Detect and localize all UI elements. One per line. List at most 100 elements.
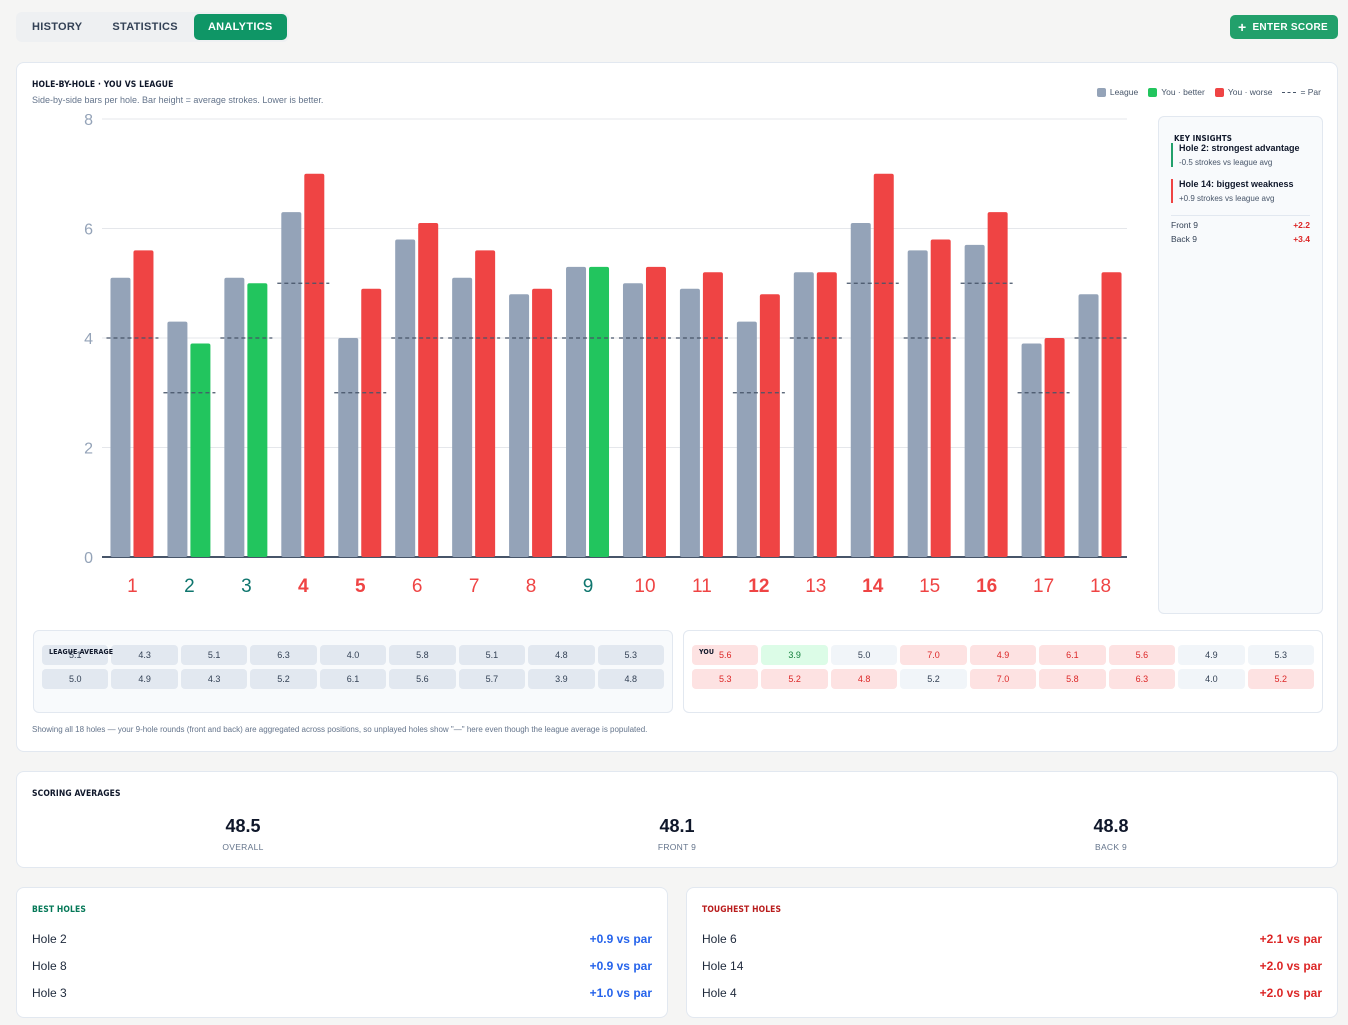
league-bar xyxy=(224,277,245,557)
you-cell: 5.2 xyxy=(1247,669,1314,689)
insight-weakness: Hole 14: biggest weakness +0.9 strokes v… xyxy=(1171,179,1310,203)
league-cell: 5.1 xyxy=(180,645,248,665)
league-bar xyxy=(736,321,757,557)
league-bar xyxy=(679,288,700,557)
legend-league: League xyxy=(1096,87,1138,97)
you-bar xyxy=(645,266,666,557)
tough-hole-row: Hole 6 +2.1 vs par xyxy=(702,932,1322,946)
enter-score-button[interactable]: + ENTER SCORE xyxy=(1229,15,1338,39)
you-cell: 6.1 xyxy=(1039,645,1106,665)
hole-label: 17 xyxy=(1033,576,1054,597)
y-tick-label: 6 xyxy=(84,222,93,239)
league-bar xyxy=(167,321,188,557)
you-bar xyxy=(589,266,610,557)
tab-history[interactable]: HISTORY xyxy=(32,21,83,33)
you-table-title: YOU xyxy=(699,648,715,656)
league-bar xyxy=(850,223,871,557)
you-bar xyxy=(418,223,439,557)
you-cell: 5.6 xyxy=(692,645,759,665)
league-cell: 4.3 xyxy=(180,669,248,689)
league-bar xyxy=(110,277,131,557)
league-cell: 6.3 xyxy=(250,645,317,665)
you-cell: 5.8 xyxy=(1039,669,1106,689)
y-tick-label: 2 xyxy=(84,441,93,458)
league-cell: 5.0 xyxy=(42,669,109,689)
league-cell: 4.3 xyxy=(111,645,178,665)
chart-legend: League You · better You · worse = Par xyxy=(1096,87,1321,97)
best-holes-title: BEST HOLES xyxy=(32,905,86,915)
league-cell: 5.1 xyxy=(458,645,526,665)
tab-analytics[interactable]: ANALYTICS xyxy=(193,14,287,40)
league-bar xyxy=(338,338,359,557)
league-bar xyxy=(395,239,416,557)
league-bar xyxy=(281,212,302,557)
best-hole-row: Hole 8 +0.9 vs par xyxy=(32,959,652,973)
league-cell: 4.0 xyxy=(319,645,387,665)
y-tick-label: 4 xyxy=(84,331,93,348)
overall-average: 48.5 OVERALL xyxy=(222,816,264,852)
hole-label: 5 xyxy=(355,576,366,597)
league-cell: 5.1 xyxy=(42,645,109,665)
enter-score-label: ENTER SCORE xyxy=(1252,21,1328,33)
you-bar xyxy=(759,294,780,557)
hole-label: 8 xyxy=(526,576,537,597)
you-bar xyxy=(816,272,837,557)
you-bar xyxy=(532,288,553,557)
league-bar xyxy=(622,283,643,557)
footnote: Showing all 18 holes — your 9-hole round… xyxy=(32,725,648,734)
hole-label: 4 xyxy=(298,576,309,597)
hole-label: 6 xyxy=(412,576,423,597)
league-bar xyxy=(1078,294,1099,557)
you-cell: 7.0 xyxy=(969,669,1037,689)
insights-title: KEY INSIGHTS xyxy=(1174,134,1232,143)
y-tick-label: 8 xyxy=(84,112,93,129)
league-cell: 3.9 xyxy=(528,669,595,689)
hole-label: 10 xyxy=(634,576,655,597)
you-cell: 4.8 xyxy=(830,669,898,689)
scoring-title: SCORING AVERAGES xyxy=(32,789,121,799)
tab-statistics[interactable]: STATISTICS xyxy=(112,21,178,33)
you-bar xyxy=(873,173,894,557)
chart-subtitle: Side-by-side bars per hole. Bar height =… xyxy=(32,95,324,105)
you-bar xyxy=(475,250,496,557)
league-cell: 5.8 xyxy=(389,645,456,665)
league-cell: 4.8 xyxy=(528,645,595,665)
best-hole-row: Hole 3 +1.0 vs par xyxy=(32,986,652,1000)
league-cell: 5.3 xyxy=(597,645,664,665)
league-bar xyxy=(1021,343,1042,557)
hole-label: 3 xyxy=(241,576,252,597)
toughest-holes-card: TOUGHEST HOLES Hole 6 +2.1 vs par Hole 14… xyxy=(686,887,1338,1018)
hole-label: 15 xyxy=(919,576,940,597)
you-cell: 5.3 xyxy=(1247,645,1314,665)
you-bar xyxy=(190,343,211,557)
legend-par: = Par xyxy=(1282,87,1321,97)
best-holes-card: BEST HOLES Hole 2 +0.9 vs par Hole 8 +0.9 … xyxy=(16,887,668,1018)
you-cell: 3.9 xyxy=(761,645,828,665)
you-bar xyxy=(987,212,1008,557)
league-bar xyxy=(907,250,928,557)
chart-title: HOLE-BY-HOLE · YOU VS LEAGUE xyxy=(32,80,174,90)
you-bar xyxy=(247,283,268,557)
league-cell: 4.9 xyxy=(111,669,178,689)
you-cell: 6.3 xyxy=(1108,669,1176,689)
you-cell: 4.9 xyxy=(969,645,1037,665)
front-nine-delta: Front 9 +2.2 xyxy=(1171,220,1310,230)
you-bar xyxy=(133,250,154,557)
you-cell: 5.6 xyxy=(1108,645,1176,665)
league-table-title: LEAGUE AVERAGE xyxy=(49,648,114,656)
hole-label: 7 xyxy=(469,576,480,597)
you-table: YOU 5.6 3.9 5.0 7.0 4.9 6.1 5.6 4.9 5.3 5.3 5.2 4.8… xyxy=(683,630,1323,713)
league-cell: 5.7 xyxy=(458,669,526,689)
league-bar xyxy=(964,244,985,558)
you-bar xyxy=(1101,272,1122,557)
legend-you-better: You · better xyxy=(1148,87,1205,97)
toughest-holes-title: TOUGHEST HOLES xyxy=(702,905,782,915)
you-bar xyxy=(304,173,325,557)
you-cell: 7.0 xyxy=(900,645,967,665)
hole-label: 16 xyxy=(976,576,997,597)
scoring-averages-card: SCORING AVERAGES 48.5 OVERALL 48.1 FRONT… xyxy=(16,771,1338,868)
league-bar xyxy=(793,272,814,557)
insight-strength: Hole 2: strongest advantage -0.5 strokes… xyxy=(1171,143,1310,167)
you-cell: 5.0 xyxy=(830,645,898,665)
